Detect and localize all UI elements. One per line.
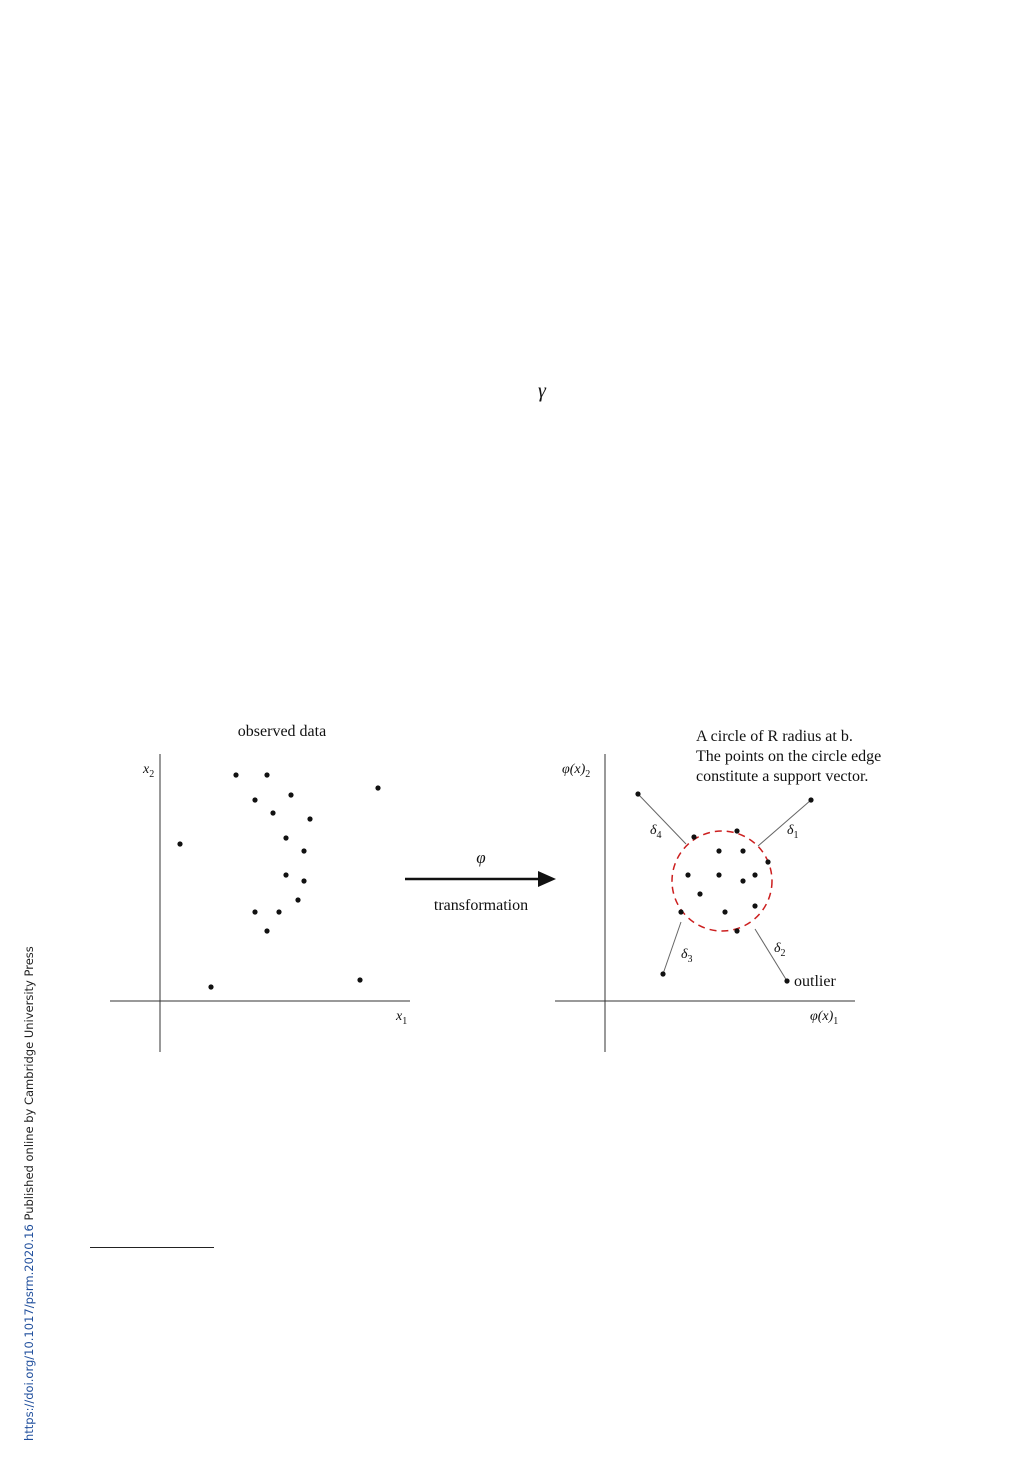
observed-data-point: [270, 810, 276, 816]
right-x-axis-label: φ(x)1: [810, 1009, 838, 1027]
delta-3-line: [662, 921, 682, 975]
observed-data-point: [283, 835, 289, 841]
observed-data-point: [301, 848, 307, 854]
transformed-data-point: [740, 848, 746, 854]
observed-data-point: [264, 772, 270, 778]
gamma-symbol: γ: [538, 380, 546, 402]
publisher-text: Published online by Cambridge University…: [22, 946, 36, 1225]
annotation-line-2: The points on the circle edge: [696, 748, 881, 765]
delta-1-label: δ1: [787, 823, 799, 841]
doi-link[interactable]: https://doi.org/10.1017/psrm.2020.16: [22, 1224, 36, 1441]
observed-data-point: [357, 977, 363, 983]
annotation-line-3: constitute a support vector.: [696, 768, 868, 785]
transformed-data-point: [691, 834, 697, 840]
doi-sidebar: https://doi.org/10.1017/psrm.2020.16 Pub…: [22, 946, 36, 1441]
transformed-data-point: [635, 791, 641, 797]
observed-data-point: [295, 897, 301, 903]
delta-1-line: [757, 799, 812, 847]
observed-data-point: [288, 792, 294, 798]
transformed-data-point: [734, 928, 740, 934]
support-circle: [671, 830, 773, 932]
transformed-data-point: [716, 848, 722, 854]
delta-2-label: δ2: [774, 941, 786, 959]
delta-3-label: δ3: [681, 947, 693, 965]
observed-data-point: [307, 816, 313, 822]
transformed-data-point: [660, 971, 666, 977]
observed-data-point: [264, 928, 270, 934]
right-y-axis-label: φ(x)2: [562, 762, 590, 780]
observed-data-point: [375, 785, 381, 791]
transformed-data-point: [765, 859, 771, 865]
left-x-axis-label: x1: [395, 1009, 407, 1027]
left-panel-title: observed data: [238, 723, 326, 740]
transformed-data-point: [808, 797, 814, 803]
observed-data-point: [208, 984, 214, 990]
footnote-rule: [90, 1247, 214, 1248]
transformation-arrow: φ transformation: [405, 848, 556, 914]
transformed-data-point: [784, 978, 790, 984]
observed-data-point: [233, 772, 239, 778]
observed-data-point: [276, 909, 282, 915]
transformation-label: transformation: [434, 897, 528, 914]
phi-symbol: φ: [476, 848, 485, 867]
svdd-figure: observed data x2 x1 φ transformation A c…: [110, 723, 881, 1052]
outlier-label: outlier: [794, 973, 836, 990]
delta-2-line: [754, 928, 788, 982]
observed-data-point: [177, 841, 183, 847]
observed-data-point: [252, 797, 258, 803]
transformed-data-point: [740, 878, 746, 884]
observed-data-point: [252, 909, 258, 915]
transformed-data-point: [678, 909, 684, 915]
observed-data-point: [283, 872, 289, 878]
transformed-data-point: [685, 872, 691, 878]
right-data-points: [635, 791, 814, 984]
transformed-data-point: [752, 903, 758, 909]
left-data-points: [177, 772, 381, 990]
transformed-data-point: [752, 872, 758, 878]
left-y-axis-label-text: x2: [142, 762, 154, 780]
delta-4-line: [637, 793, 687, 845]
transformed-data-point: [697, 891, 703, 897]
right-panel: A circle of R radius at b. The points on…: [555, 728, 881, 1052]
transformed-data-point: [722, 909, 728, 915]
left-panel: observed data x2 x1: [110, 723, 410, 1052]
observed-data-point: [301, 878, 307, 884]
transformed-data-point: [734, 828, 740, 834]
left-y-axis-label: x2: [142, 762, 154, 780]
annotation-line-1: A circle of R radius at b.: [696, 728, 853, 745]
delta-4-label: δ4: [650, 823, 662, 841]
transformed-data-point: [716, 872, 722, 878]
arrow-head: [538, 871, 556, 887]
left-x-axis-label-text: x1: [395, 1009, 407, 1027]
